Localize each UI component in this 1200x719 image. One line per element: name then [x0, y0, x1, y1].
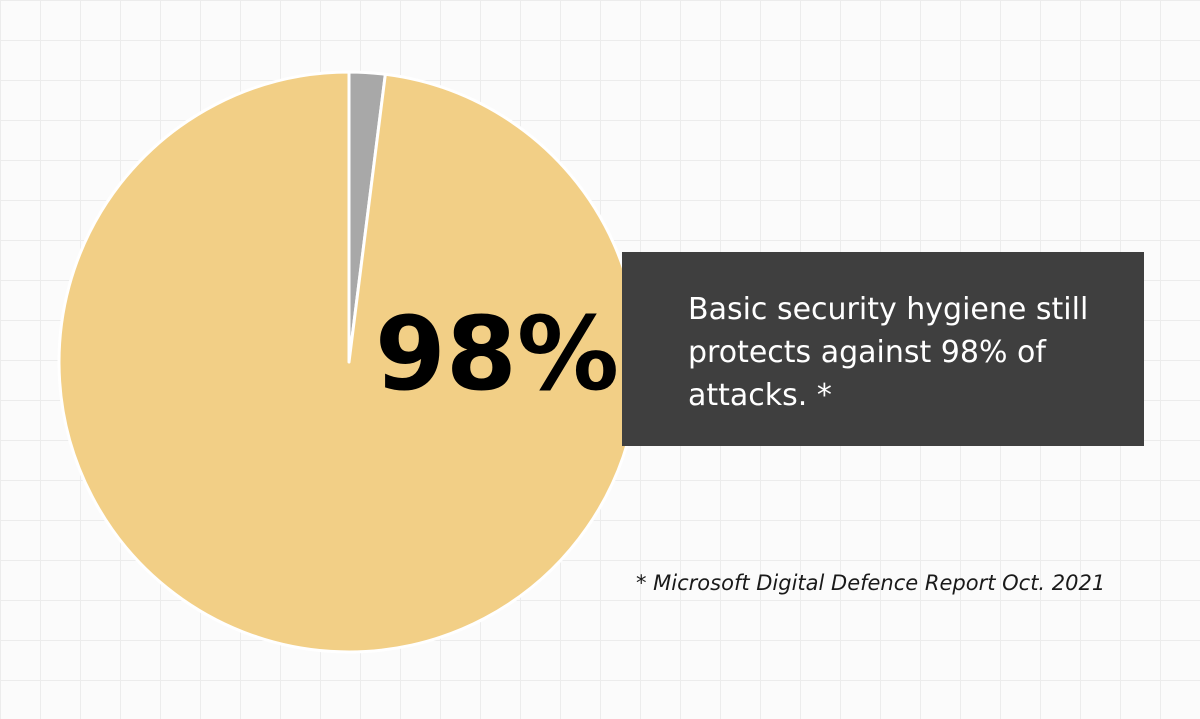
callout-text: Basic security hygiene still protects ag…: [688, 292, 1089, 413]
pie-slice-98: [57, 70, 641, 654]
pie-data-label-98: 98%: [375, 295, 619, 414]
callout-box: Basic security hygiene still protects ag…: [622, 252, 1144, 446]
pie-slices: [57, 70, 641, 654]
source-footnote: * Microsoft Digital Defence Report Oct. …: [636, 571, 1106, 595]
